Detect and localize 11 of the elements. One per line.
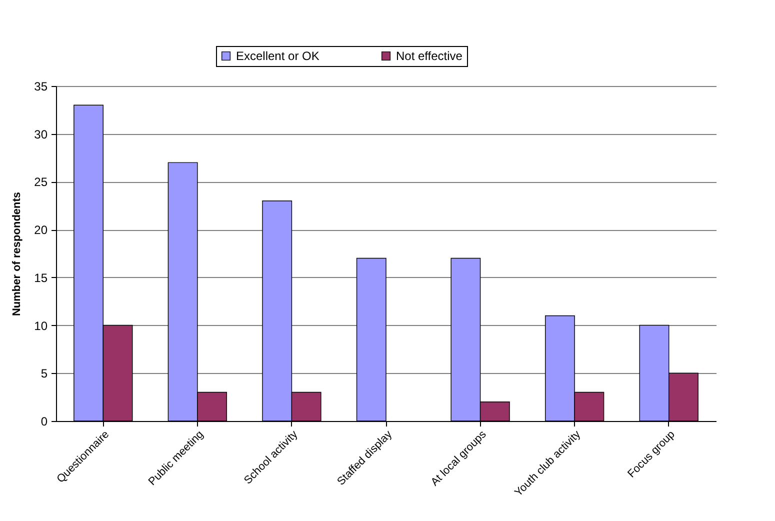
y-axis-title: Number of respondents xyxy=(11,192,24,316)
legend-label: Not effective xyxy=(396,49,463,63)
y-tick-label: 0 xyxy=(40,414,48,428)
y-tick-label: 25 xyxy=(34,175,48,190)
legend-label: Excellent or OK xyxy=(236,49,320,63)
y-tick-label: 5 xyxy=(40,366,48,381)
y-tick-label: 10 xyxy=(34,318,48,333)
y-tick-label: 35 xyxy=(34,80,48,94)
y-tick-label: 20 xyxy=(34,223,48,238)
y-tick-label: 30 xyxy=(34,127,48,142)
y-tick-label: 15 xyxy=(34,270,48,285)
